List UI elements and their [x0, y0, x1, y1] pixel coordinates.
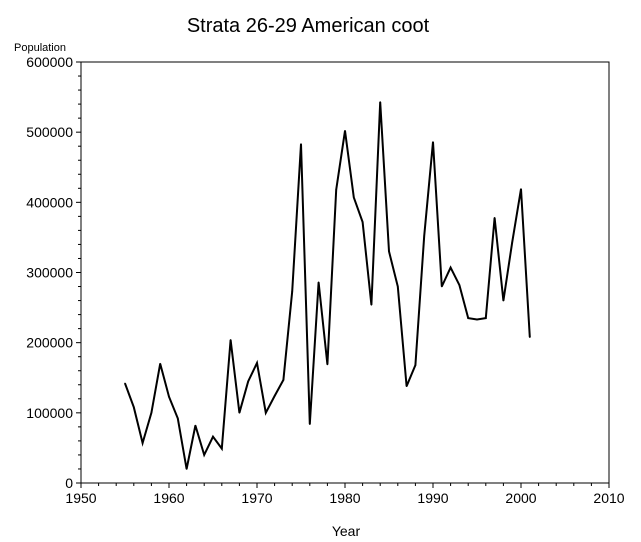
x-tick-label: 1960 [153, 490, 184, 506]
series-line [124, 101, 531, 470]
data-point [449, 266, 452, 269]
y-axis-label: Population [14, 42, 66, 54]
data-point [326, 363, 329, 366]
data-point [361, 221, 364, 223]
data-point [124, 382, 126, 385]
data-point [168, 395, 170, 398]
y-tick-label: 0 [65, 475, 73, 491]
data-point [502, 299, 505, 302]
chart-title: Strata 26-29 American coot [187, 15, 430, 37]
x-tick-label: 1990 [417, 490, 448, 506]
x-tick-label: 2000 [505, 490, 536, 506]
data-point [212, 435, 214, 438]
x-tick-label: 2010 [593, 490, 624, 506]
x-tick-label: 1980 [329, 490, 360, 506]
plot-frame [80, 61, 610, 484]
data-point [353, 196, 355, 199]
data-point [423, 235, 426, 237]
data-point [476, 318, 478, 321]
y-tick-label: 400000 [26, 194, 73, 210]
x-tick-label: 1950 [65, 490, 96, 506]
data-point [273, 395, 276, 397]
y-tick-label: 200000 [26, 335, 73, 351]
data-point [414, 364, 417, 366]
data-point [133, 406, 135, 409]
data-point [221, 447, 223, 450]
series-layer [124, 101, 531, 470]
data-point [265, 412, 267, 414]
data-point [335, 188, 338, 191]
data-point [388, 250, 390, 253]
data-point [238, 412, 241, 414]
data-point [379, 101, 382, 103]
data-point [317, 281, 320, 284]
data-point [194, 424, 197, 427]
y-tick-label: 100000 [26, 405, 73, 421]
data-point [185, 468, 188, 470]
y-tick-label: 600000 [26, 54, 73, 70]
data-point [529, 336, 531, 338]
data-point [520, 188, 522, 190]
data-point [344, 130, 346, 132]
data-point [291, 290, 294, 293]
data-point [493, 217, 496, 219]
data-point [511, 241, 513, 244]
data-point [405, 385, 408, 388]
y-tick-label: 500000 [26, 124, 73, 140]
data-point [467, 317, 470, 319]
x-axis: 1950 1960 1970 1980 1990 2000 2010 [65, 483, 625, 506]
data-point [441, 285, 443, 288]
x-axis-label: Year [332, 523, 361, 539]
data-point [159, 362, 161, 365]
data-point [141, 442, 144, 444]
data-point [370, 304, 373, 306]
data-point [485, 317, 487, 319]
data-point [256, 362, 258, 364]
data-point [432, 141, 434, 143]
y-axis: 0 100000 200000 300000 400000 500000 600000 [26, 54, 81, 491]
data-point [458, 284, 461, 286]
y-tick-label: 300000 [26, 265, 73, 281]
x-tick-label: 1970 [241, 490, 272, 506]
data-point [229, 339, 232, 341]
data-point [397, 285, 399, 288]
data-point [309, 423, 311, 425]
data-point [203, 454, 205, 456]
data-point [300, 143, 302, 145]
data-point [150, 412, 153, 414]
data-point [177, 417, 179, 420]
data-point [282, 379, 285, 381]
data-point [247, 380, 249, 383]
